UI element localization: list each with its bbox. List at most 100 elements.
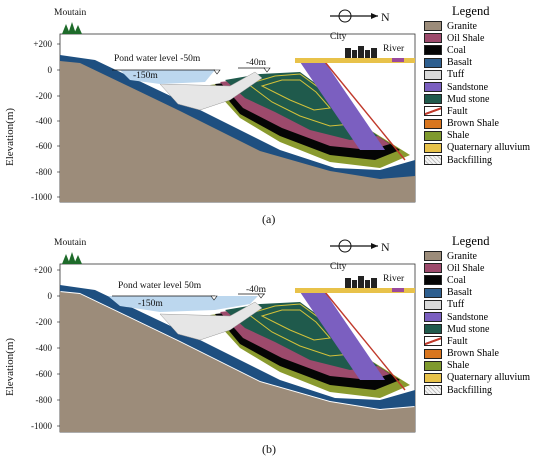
city-label: City bbox=[330, 262, 347, 272]
legend-item-label: Shale bbox=[447, 360, 470, 372]
legend-item-label: Fault bbox=[447, 335, 468, 347]
panel-a: +200 0 -200 -400 -600 -800 -1000 Elevati… bbox=[4, 4, 550, 226]
mountain-trees-icon bbox=[62, 252, 82, 264]
cross-section-a bbox=[57, 9, 416, 203]
legend-item: Sandstone bbox=[424, 81, 550, 93]
fault-line bbox=[324, 291, 406, 391]
legend-item: Coal bbox=[424, 274, 550, 286]
legend-item: Mud stone bbox=[424, 323, 550, 335]
mountain-label: Moutain bbox=[54, 8, 87, 18]
river-water bbox=[392, 58, 404, 62]
city-buildings-icon bbox=[345, 48, 351, 58]
legend-item-label: Granite bbox=[447, 250, 477, 262]
granite-swatch bbox=[424, 251, 442, 262]
legend-item-label: Sandstone bbox=[447, 81, 489, 93]
caption-a: (a) bbox=[262, 212, 276, 226]
legend-item-label: Coal bbox=[447, 44, 466, 56]
legend-item-label: Tuff bbox=[447, 69, 465, 81]
legend-item: Basalt bbox=[424, 287, 550, 299]
y-axis-label: Elevation(m) bbox=[4, 337, 16, 396]
legend-item-label: Brown Shale bbox=[447, 348, 499, 360]
legend-item-label: Mud stone bbox=[447, 323, 490, 335]
river-label: River bbox=[383, 44, 405, 54]
legend-item-label: Basalt bbox=[447, 57, 472, 69]
panel-b: +200 0 -200 -400 -600 -800 -1000 Elevati… bbox=[0, 230, 550, 460]
river-label: River bbox=[383, 274, 405, 284]
oil-shale-swatch bbox=[424, 33, 442, 44]
legend-item-label: Coal bbox=[447, 274, 466, 286]
tick-label: -400 bbox=[35, 116, 53, 126]
legend-item: Granite bbox=[424, 250, 550, 262]
sandstone-layer bbox=[300, 292, 385, 380]
y-axis-label: Elevation(m) bbox=[4, 107, 16, 166]
legend-item: Oil Shale bbox=[424, 262, 550, 274]
city-label: City bbox=[330, 32, 347, 42]
shale-swatch bbox=[424, 130, 442, 141]
brown-shale-swatch bbox=[424, 118, 442, 129]
tick-label: +200 bbox=[33, 39, 52, 49]
legend-a: Legend Granite Oil Shale Coal Basalt Tuff San… bbox=[424, 4, 550, 166]
tick-label: -600 bbox=[35, 369, 53, 379]
tick-label: 0 bbox=[47, 291, 53, 301]
basalt-layer bbox=[60, 285, 415, 409]
cross-section-b bbox=[57, 239, 416, 433]
fault-line bbox=[424, 336, 442, 347]
legend-item-label: Oil Shale bbox=[447, 262, 485, 274]
legend-item-label: Brown Shale bbox=[447, 118, 499, 130]
legend-item: Quaternary alluvium bbox=[424, 372, 550, 384]
legend-item: Basalt bbox=[424, 57, 550, 69]
level-right-label: -40m bbox=[246, 58, 267, 68]
tuff-swatch bbox=[424, 299, 442, 310]
mudstone-contour-2 bbox=[260, 79, 331, 111]
legend-item: Fault bbox=[424, 105, 550, 117]
legend-item-label: Shale bbox=[447, 130, 470, 142]
mountain-trees-icon bbox=[62, 22, 82, 34]
mudstone-layer bbox=[225, 72, 378, 140]
mudstone-layer bbox=[225, 302, 378, 370]
brown-shale-swatch bbox=[424, 348, 442, 359]
backfilling-swatch bbox=[424, 385, 442, 396]
level-left-label: -150m bbox=[133, 71, 158, 81]
legend-item: Brown Shale bbox=[424, 348, 550, 360]
tick-label: -800 bbox=[35, 167, 53, 177]
pond-water bbox=[120, 70, 215, 84]
tick-label: -1000 bbox=[31, 192, 52, 202]
legend-rows: Granite Oil Shale Coal Basalt Tuff Sandstone M… bbox=[424, 250, 550, 396]
pond-water bbox=[108, 296, 258, 312]
legend-item: Quaternary alluvium bbox=[424, 142, 550, 154]
legend-item: Mud stone bbox=[424, 93, 550, 105]
legend-item: Shale bbox=[424, 360, 550, 372]
river-water bbox=[392, 288, 404, 292]
city-buildings-icon bbox=[345, 278, 351, 288]
legend-title: Legend bbox=[452, 234, 490, 248]
north-arrow-icon bbox=[330, 9, 378, 23]
legend-item-label: Fault bbox=[447, 105, 468, 117]
legend-item: Backfilling bbox=[424, 154, 550, 166]
legend-rows: Granite Oil Shale Coal Basalt Tuff Sandstone M… bbox=[424, 20, 550, 166]
tick-label: +200 bbox=[33, 265, 52, 275]
legend-item: Shale bbox=[424, 130, 550, 142]
granite-layer bbox=[60, 292, 415, 432]
alluvium-layer bbox=[295, 58, 415, 63]
basalt-swatch bbox=[424, 57, 442, 68]
fault-line bbox=[424, 106, 442, 117]
tick-label: -1000 bbox=[31, 421, 52, 431]
legend-item-label: Mud stone bbox=[447, 93, 490, 105]
level-left-label: -150m bbox=[138, 299, 163, 309]
backfilling-swatch bbox=[424, 155, 442, 166]
fault-line bbox=[324, 61, 406, 161]
oil-shale-swatch bbox=[424, 263, 442, 274]
legend-item: Sandstone bbox=[424, 311, 550, 323]
mountain-label: Moutain bbox=[54, 238, 87, 248]
backfilling-layer bbox=[159, 301, 263, 341]
granite-swatch bbox=[424, 21, 442, 32]
mudstone-swatch bbox=[424, 94, 442, 105]
legend-item: Coal bbox=[424, 44, 550, 56]
legend-item-label: Oil Shale bbox=[447, 32, 485, 44]
legend-item-label: Quaternary alluvium bbox=[447, 372, 531, 384]
shale-swatch bbox=[424, 360, 442, 371]
caption-b: (b) bbox=[262, 442, 276, 456]
alluvium-swatch bbox=[424, 142, 442, 153]
tick-label: -400 bbox=[35, 343, 53, 353]
